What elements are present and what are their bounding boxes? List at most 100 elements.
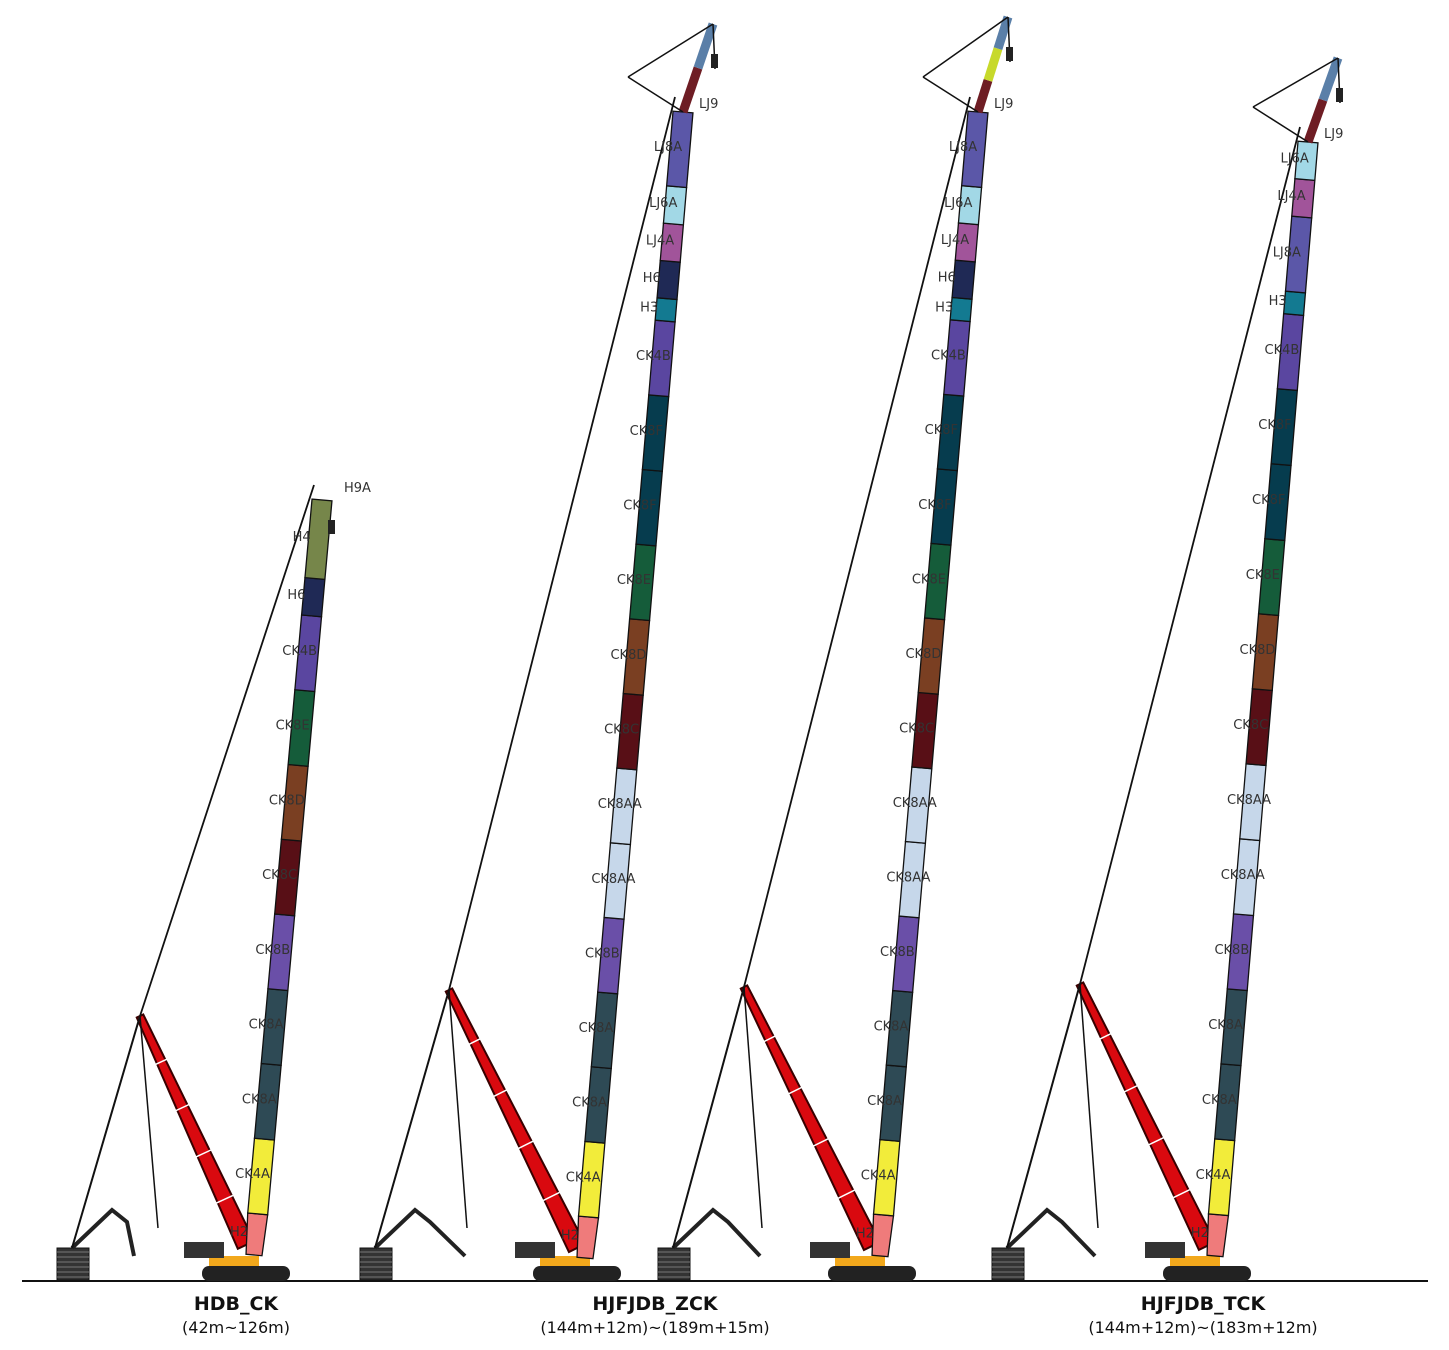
segment-label-ck8b: CK8B (880, 945, 915, 960)
segment-label-ck8aa: CK8AA (1227, 793, 1271, 808)
segment-label-ck8a: CK8A (1208, 1018, 1243, 1033)
caption-range-hjfjdb-zck: (144m+12m)~(189m+15m) (540, 1318, 770, 1337)
caption-name-hjfjdb-tck: HJFJDB_TCK (1140, 1293, 1266, 1315)
segment-label-ck4a: CK4A (235, 1167, 270, 1182)
derrick-lattice (70, 1207, 136, 1257)
boom-segment-h2 (245, 1212, 269, 1257)
segment-label-ck8f: CK8F (1252, 493, 1285, 508)
segment-label-lj4a: LJ4A (941, 233, 969, 248)
segment-label-ck8f: CK8F (630, 424, 663, 439)
segment-label-lj4a: LJ4A (1277, 189, 1305, 204)
mast-joint (837, 1189, 855, 1199)
segment-label-ck8f: CK8F (1258, 418, 1291, 433)
crane-hjfjdb-tck: H2 CK4A CK8A CK8A CK8B CK8AA CK8AA CK8C CK8D CK8E… (991, 56, 1343, 1281)
segment-label-lj6a: LJ6A (944, 196, 972, 211)
mast-joint (517, 1140, 535, 1150)
segment-label-ck8aa: CK8AA (591, 872, 635, 887)
hook-block (328, 520, 335, 534)
jib-segment-tip_blue (993, 15, 1013, 51)
segment-label-ck8a: CK8A (874, 1019, 909, 1034)
hook-block (711, 54, 718, 68)
backstay-line (672, 986, 745, 1249)
crane-hjfjdb-zck-2: H2 CK4A CK8A CK8A CK8B CK8AA CK8AA CK8C CK8D CK8E… (657, 15, 1013, 1281)
jib-segment-tip_blue (693, 22, 718, 70)
superstructure (515, 1242, 555, 1258)
segment-label-lj6a: LJ6A (649, 196, 677, 211)
mast-joint (216, 1194, 234, 1204)
jib-strut (1252, 106, 1309, 143)
boom-segment-h2 (576, 1215, 600, 1260)
segment-label-h4: H4 (293, 530, 311, 545)
segment-label-ck8f: CK8F (623, 498, 656, 513)
red-mast (135, 1013, 256, 1251)
segment-label-ck8e: CK8E (276, 719, 310, 734)
segment-label-ck8e: CK8E (912, 572, 946, 587)
mast-tie-line (1079, 983, 1099, 1229)
mast-joint (466, 1036, 483, 1047)
segment-label-ck4b: CK4B (636, 349, 671, 364)
segment-label-ck4a: CK4A (861, 1169, 896, 1184)
jib-strut (922, 76, 979, 113)
segment-label-ck8c: CK8C (262, 868, 297, 883)
segment-label-ck8aa: CK8AA (893, 796, 937, 811)
segment-label-ck8d: CK8D (905, 647, 941, 662)
boom-segment-h3 (1282, 290, 1307, 317)
backstay-line (374, 989, 450, 1249)
mast-joint (195, 1148, 213, 1158)
crawler-track (828, 1266, 916, 1281)
counterweight-tray (56, 1247, 90, 1281)
segment-label-top: LJ9 (994, 97, 1013, 112)
segment-label-ck8d: CK8D (269, 793, 305, 808)
segment-label-ck4a: CK4A (566, 1170, 601, 1185)
segment-label-ck8b: CK8B (255, 943, 290, 958)
segment-label-ck8d: CK8D (1240, 643, 1276, 658)
segment-label-ck8aa: CK8AA (886, 870, 930, 885)
counterweight (540, 1256, 590, 1266)
counterweight-tray (359, 1247, 393, 1281)
mast-tie-line (743, 986, 763, 1229)
derrick-lattice (671, 1207, 762, 1258)
superstructure (184, 1242, 224, 1258)
mast-tie-line (448, 989, 468, 1229)
segment-label-ck8e: CK8E (1246, 568, 1280, 583)
segment-label-top: H9A (344, 481, 371, 496)
segment-label-ck8a: CK8A (249, 1018, 284, 1033)
segment-label-ck8a: CK8A (572, 1096, 607, 1111)
boom-segment-h2 (871, 1213, 895, 1258)
backstay-line (71, 1015, 141, 1249)
mast-joint (1096, 1031, 1114, 1042)
segment-label-h3: H3 (640, 301, 658, 316)
segment-label-ck8a: CK8A (867, 1094, 902, 1109)
derrick-lattice (1005, 1207, 1097, 1258)
mast-joint (1173, 1188, 1191, 1199)
segment-label-ck8aa: CK8AA (1221, 868, 1265, 883)
red-mast (1075, 981, 1217, 1252)
segment-label-h2: H2 (856, 1226, 874, 1241)
boom-segment-lj8a (960, 110, 989, 189)
jib-stay (627, 23, 714, 78)
jib-segment-tip_blue (1318, 56, 1343, 102)
counterweight-tray (991, 1247, 1025, 1281)
mast-joint (786, 1085, 804, 1096)
mast-joint (173, 1103, 191, 1113)
superstructure (1145, 1242, 1185, 1258)
segment-label-lj6a: LJ6A (1281, 152, 1309, 167)
pendant-line (448, 96, 676, 991)
jib-segment-tip_green (983, 47, 1003, 82)
red-mast (444, 987, 587, 1254)
segment-label-lj4a: LJ4A (646, 233, 674, 248)
caption-name-hjfjdb-zck: HJFJDB_ZCK (592, 1293, 718, 1315)
segment-label-lj8a: LJ8A (949, 140, 977, 155)
segment-label-h6: H6 (287, 588, 305, 603)
mast-joint (543, 1191, 560, 1202)
boom-segment-h3 (654, 297, 678, 323)
red-mast (739, 984, 882, 1252)
caption-range-hjfjdb-tck: (144m+12m)~(183m+12m) (1088, 1318, 1318, 1337)
segment-label-h2: H2 (1191, 1226, 1209, 1241)
segment-label-h3: H3 (1269, 294, 1287, 309)
jib-segment-tip_maroon (973, 78, 993, 114)
segment-label-ck4a: CK4A (1196, 1168, 1231, 1183)
mast-tie-line (139, 1015, 159, 1229)
segment-label-top: LJ9 (699, 97, 718, 112)
crawler-track (202, 1266, 290, 1281)
